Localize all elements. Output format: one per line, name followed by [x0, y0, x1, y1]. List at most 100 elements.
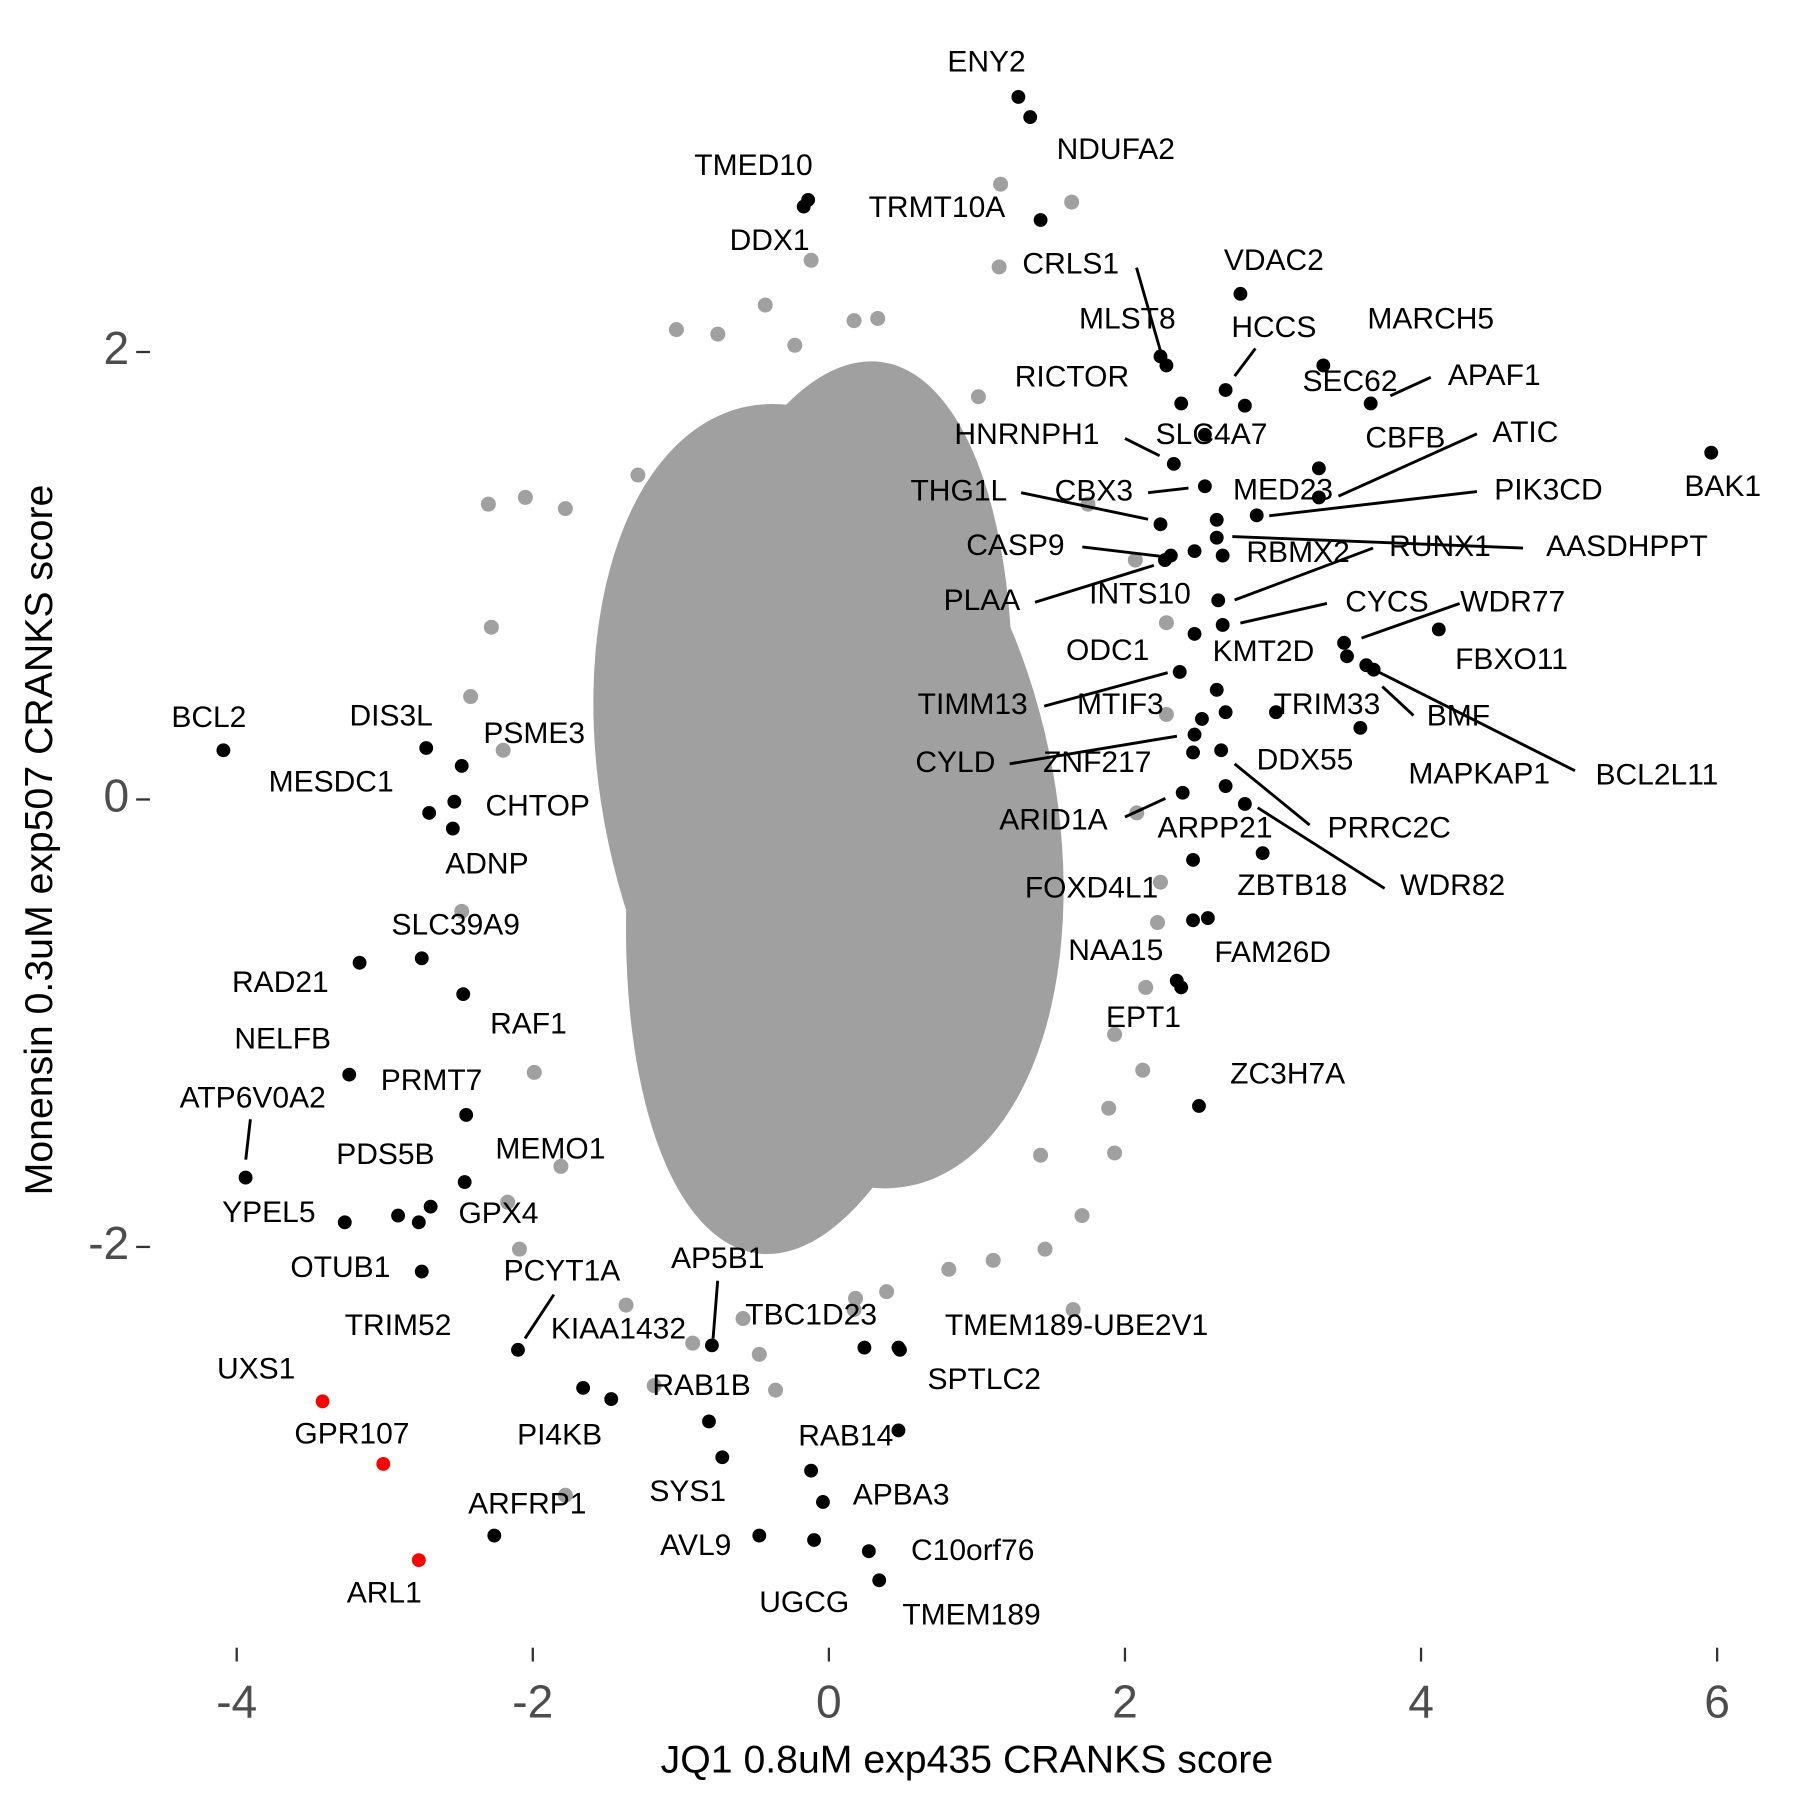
- point: [752, 1528, 767, 1543]
- point: [414, 1264, 429, 1279]
- point-label: ODC1: [1066, 634, 1149, 667]
- point: [422, 805, 437, 820]
- point: [993, 176, 1009, 192]
- point-label: HNRNPH1: [954, 418, 1099, 451]
- point-label: C10orf76: [911, 1534, 1034, 1567]
- point: [1172, 665, 1187, 679]
- point: [1218, 705, 1233, 720]
- point-label: MED23: [1233, 473, 1333, 506]
- leader-line: [523, 1293, 556, 1340]
- point: [702, 1414, 716, 1429]
- point-label: TRIM33: [1274, 688, 1381, 721]
- point-label: ARFRP1: [468, 1488, 586, 1521]
- point-label: RAF1: [490, 1008, 567, 1041]
- point-label: GPR107: [294, 1417, 409, 1450]
- point: [459, 1108, 474, 1122]
- point: [710, 326, 726, 342]
- point-label: ZNF217: [1043, 746, 1151, 779]
- leader-line: [1124, 437, 1161, 458]
- point: [1237, 398, 1252, 413]
- point-label: RAB1B: [652, 1369, 750, 1402]
- point-label: UGCG: [759, 1586, 849, 1619]
- leader-line: [1234, 546, 1374, 602]
- point: [238, 1170, 253, 1185]
- point-label: UXS1: [217, 1353, 295, 1386]
- point-label: OTUB1: [290, 1251, 390, 1284]
- point-label: TMED10: [694, 149, 812, 182]
- dense-point-cloud: [625, 361, 1013, 1255]
- point: [1218, 383, 1233, 397]
- point-label: CYLD: [915, 746, 995, 779]
- point: [796, 199, 811, 214]
- point-label: PRRC2C: [1328, 812, 1451, 845]
- leader-line: [1372, 667, 1576, 773]
- point-label: ADNP: [445, 847, 528, 880]
- point-label: BAK1: [1684, 470, 1761, 503]
- point: [1152, 874, 1168, 890]
- point: [1187, 544, 1202, 559]
- y-tick-label: 2: [104, 322, 130, 374]
- point-label: WDR82: [1400, 869, 1505, 902]
- point: [1186, 745, 1200, 760]
- point-label: CASP9: [966, 529, 1064, 562]
- point: [1166, 456, 1181, 471]
- point: [735, 1311, 751, 1327]
- point: [1366, 662, 1381, 677]
- point: [557, 1487, 573, 1503]
- x-axis-title: JQ1 0.8uM exp435 CRANKS score: [661, 1737, 1274, 1781]
- point-label: NDUFA2: [1057, 133, 1175, 166]
- point: [315, 1394, 330, 1409]
- point-label: MLST8: [1079, 303, 1176, 336]
- point: [1209, 512, 1224, 527]
- point-label: FOXD4L1: [1025, 872, 1158, 905]
- point-label: TRMT10A: [869, 191, 1006, 224]
- point-label: TMEM189: [902, 1598, 1040, 1631]
- point: [807, 1533, 821, 1547]
- point: [1187, 727, 1202, 742]
- point: [352, 955, 367, 970]
- point: [457, 1175, 472, 1189]
- point-label: ZBTB18: [1237, 869, 1347, 902]
- point: [216, 743, 231, 758]
- point: [526, 1064, 542, 1080]
- point: [1158, 615, 1174, 631]
- point: [1127, 552, 1143, 568]
- point-label: GPX4: [458, 1197, 538, 1230]
- point: [668, 322, 684, 338]
- point-label: RAB14: [798, 1420, 893, 1453]
- point: [751, 1346, 767, 1362]
- point-label: PSME3: [483, 717, 585, 750]
- leader-line: [1147, 486, 1189, 495]
- point: [891, 1423, 906, 1438]
- point: [511, 1241, 527, 1257]
- leader-line: [1034, 564, 1155, 604]
- point-label: THG1L: [910, 475, 1007, 508]
- y-tick-label: -2: [88, 1217, 129, 1269]
- point: [411, 1215, 426, 1230]
- point: [985, 1252, 1001, 1268]
- point-label: RAD21: [232, 966, 329, 999]
- point-label: SEC62: [1302, 365, 1397, 398]
- point: [500, 1194, 516, 1210]
- point-label: AP5B1: [671, 1242, 764, 1275]
- point-label: BCL2: [171, 701, 246, 734]
- point-label: MAPKAP1: [1408, 757, 1550, 790]
- leader-line: [1135, 267, 1165, 361]
- point: [414, 951, 429, 966]
- point: [1237, 797, 1252, 811]
- point-label: TRIM52: [345, 1309, 452, 1342]
- point: [705, 1338, 719, 1353]
- point: [1033, 213, 1048, 227]
- point: [1215, 618, 1230, 632]
- point-label: FBXO11: [1455, 643, 1568, 676]
- x-tick-label: 0: [816, 1676, 842, 1728]
- leader-line: [1009, 734, 1178, 766]
- leader-line: [1389, 375, 1432, 398]
- point: [1233, 286, 1248, 301]
- point-label: APBA3: [853, 1478, 950, 1511]
- point: [1186, 852, 1200, 867]
- point: [419, 741, 434, 755]
- point-label: CBFB: [1365, 422, 1445, 455]
- point: [1353, 720, 1368, 735]
